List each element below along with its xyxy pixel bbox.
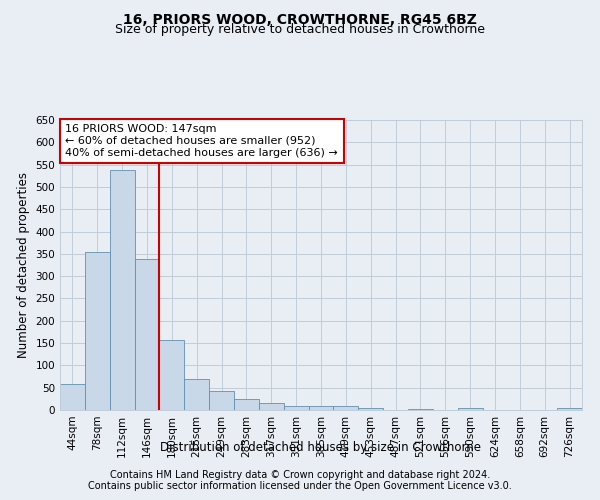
Bar bbox=[408, 408, 433, 410]
Bar bbox=[110, 170, 134, 410]
Text: 16, PRIORS WOOD, CROWTHORNE, RG45 6BZ: 16, PRIORS WOOD, CROWTHORNE, RG45 6BZ bbox=[123, 12, 477, 26]
Text: Distribution of detached houses by size in Crowthorne: Distribution of detached houses by size … bbox=[161, 441, 482, 454]
Bar bbox=[334, 406, 358, 410]
Y-axis label: Number of detached properties: Number of detached properties bbox=[17, 172, 30, 358]
Text: Contains public sector information licensed under the Open Government Licence v3: Contains public sector information licen… bbox=[88, 481, 512, 491]
Bar bbox=[134, 259, 160, 410]
Bar bbox=[284, 406, 308, 410]
Bar bbox=[160, 340, 184, 410]
Bar bbox=[60, 384, 85, 410]
Bar bbox=[209, 391, 234, 410]
Bar bbox=[358, 408, 383, 410]
Bar bbox=[557, 408, 582, 410]
Bar bbox=[234, 399, 259, 410]
Bar bbox=[85, 252, 110, 410]
Text: Size of property relative to detached houses in Crowthorne: Size of property relative to detached ho… bbox=[115, 22, 485, 36]
Bar bbox=[458, 408, 482, 410]
Bar bbox=[184, 379, 209, 410]
Text: Contains HM Land Registry data © Crown copyright and database right 2024.: Contains HM Land Registry data © Crown c… bbox=[110, 470, 490, 480]
Bar bbox=[308, 406, 334, 410]
Text: 16 PRIORS WOOD: 147sqm
← 60% of detached houses are smaller (952)
40% of semi-de: 16 PRIORS WOOD: 147sqm ← 60% of detached… bbox=[65, 124, 338, 158]
Bar bbox=[259, 404, 284, 410]
